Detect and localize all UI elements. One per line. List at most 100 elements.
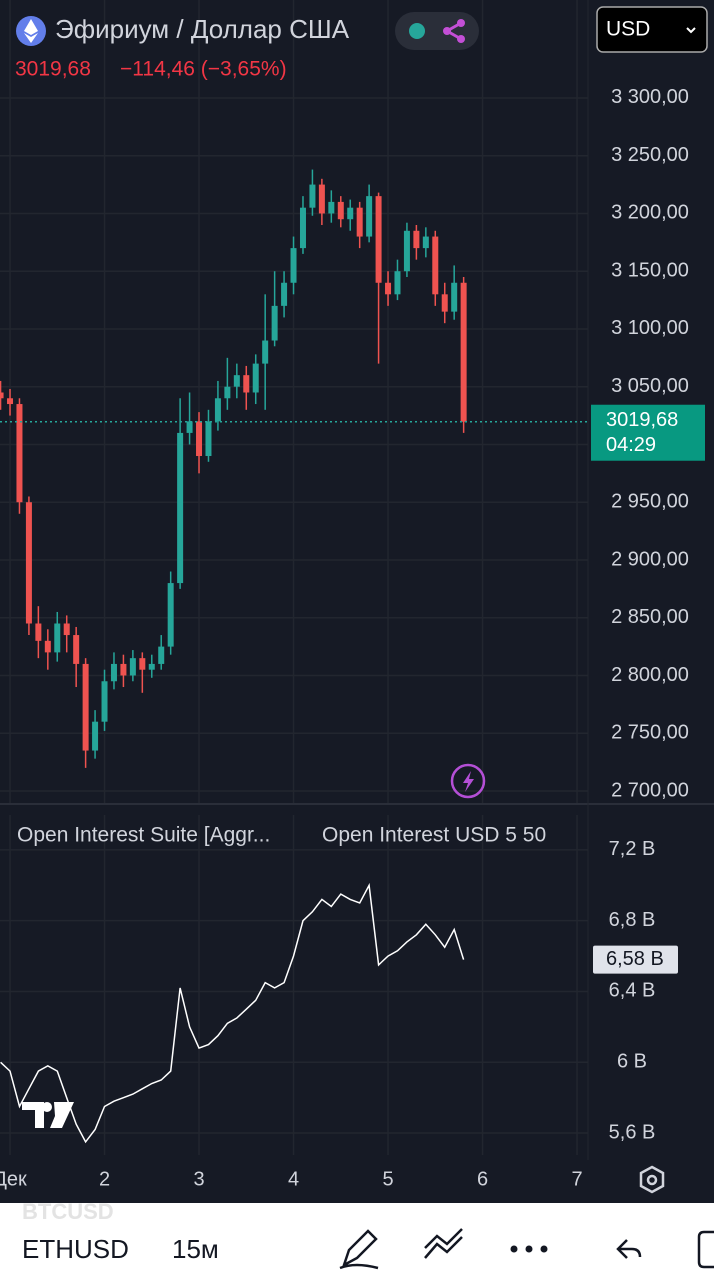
y-tick-label: 2 950,00 <box>611 491 689 513</box>
y-tick-label: 6 В <box>617 1051 647 1073</box>
candle-body <box>63 623 70 636</box>
candle-body <box>0 392 4 399</box>
x-tick-label: 3 <box>193 1168 204 1190</box>
symbol-tab[interactable]: ETHUSD <box>22 1234 129 1264</box>
indicator-params: Open Interest USD 5 50 <box>322 824 546 847</box>
undo-icon[interactable] <box>616 1239 642 1259</box>
currency-label: USD <box>606 18 650 41</box>
fullscreen-icon[interactable] <box>697 1230 714 1269</box>
symbol-title[interactable]: Эфириум / Доллар США <box>55 14 350 44</box>
tv-logo-dot <box>42 1102 52 1112</box>
candle-body <box>460 282 467 422</box>
symbol-tab[interactable]: BTCUSD <box>22 1199 114 1224</box>
candle-body <box>25 502 32 624</box>
candle-body <box>356 207 363 237</box>
candle-body <box>328 201 335 214</box>
candle-body <box>120 663 127 676</box>
last-value-label: 6,58 В <box>606 948 664 970</box>
candle-body <box>73 635 80 664</box>
candle-body <box>186 421 193 433</box>
grid <box>0 0 588 1155</box>
more-dot <box>540 1245 548 1253</box>
x-tick-label: 6 <box>477 1168 488 1190</box>
countdown-label: 04:29 <box>606 434 656 456</box>
last-price-box <box>591 404 705 461</box>
y-tick-label: 3 050,00 <box>611 375 689 397</box>
tv-logo <box>22 1102 74 1128</box>
candle-body <box>366 196 373 237</box>
y-tick-label: 7,2 В <box>609 838 656 860</box>
y-tick-label: 3 250,00 <box>611 144 689 166</box>
candle-body <box>413 230 420 249</box>
candle-body <box>82 663 89 751</box>
candle-body <box>129 658 136 676</box>
candle-body <box>394 271 401 295</box>
x-tick-label: 4 <box>288 1168 299 1190</box>
share-dot <box>457 35 465 43</box>
x-tick-label: Дек <box>0 1168 27 1190</box>
currency-select[interactable] <box>596 6 708 53</box>
indicator-title: Open Interest Suite [Aggr... <box>17 824 270 847</box>
price-change: −114,46 (−3,65%) <box>120 58 287 81</box>
candle-body <box>375 196 382 283</box>
y-tick-label: 6,4 В <box>609 980 656 1002</box>
candle-body <box>451 282 458 312</box>
candle-body <box>158 646 165 664</box>
y-tick-label: 3 300,00 <box>611 86 689 108</box>
candle-body <box>309 184 316 208</box>
y-tick-label: 6,8 В <box>609 909 656 931</box>
share-dot <box>457 19 465 27</box>
candle-body <box>337 201 344 220</box>
oi-line <box>0 882 465 1144</box>
indicators-icon[interactable] <box>424 1228 463 1259</box>
x-tick-label: 2 <box>99 1168 110 1190</box>
last-price: 3019,68 <box>15 58 91 81</box>
candle-body <box>432 236 439 295</box>
labels: Дек 2 3 4 5 6 7 2 700,00 2 750,00 2 800,00 2 850,0… <box>0 86 705 1190</box>
settings-icon[interactable] <box>639 1165 665 1194</box>
candle-body <box>148 663 155 670</box>
candle-body <box>196 421 203 457</box>
candle-body <box>7 398 14 405</box>
draw-icon[interactable] <box>339 1229 379 1270</box>
candle-body <box>16 404 23 503</box>
candle-body <box>422 236 429 249</box>
fade <box>140 1230 160 1272</box>
candle-body <box>385 282 392 295</box>
market-status-dot <box>409 23 425 39</box>
y-tick-label: 5,6 В <box>609 1121 656 1143</box>
settings-icon-center <box>646 1174 658 1186</box>
alert-icon[interactable] <box>450 763 486 799</box>
chevron <box>686 27 696 34</box>
marks <box>0 169 588 1144</box>
more-dot[interactable] <box>510 1245 518 1253</box>
y-tick-label: 2 900,00 <box>611 548 689 570</box>
x-tick-label: 7 <box>571 1168 582 1190</box>
status-pill[interactable] <box>395 12 479 50</box>
more-dot <box>525 1245 533 1253</box>
interval-button[interactable]: 15м <box>172 1234 219 1264</box>
candle-body <box>233 375 240 387</box>
y-tick-label: 2 800,00 <box>611 664 689 686</box>
candle-body <box>110 663 117 682</box>
candle-body <box>224 386 231 399</box>
candle-body <box>243 375 250 393</box>
candle-body <box>281 282 288 306</box>
x-tick-label: 5 <box>382 1168 393 1190</box>
candle-body <box>441 294 448 312</box>
candle-body <box>347 207 354 220</box>
lightning <box>463 771 474 792</box>
candle-body <box>262 340 269 364</box>
y-tick-label: 3 100,00 <box>611 317 689 339</box>
y-tick-label: 2 700,00 <box>611 779 689 801</box>
y-tick-label: 3 150,00 <box>611 259 689 281</box>
candle-body <box>252 363 259 393</box>
candle-body <box>167 583 174 647</box>
y-tick-label: 2 750,00 <box>611 722 689 744</box>
candle-body <box>44 640 51 653</box>
y-tick-label: 3 200,00 <box>611 202 689 224</box>
candle-body <box>101 681 108 722</box>
